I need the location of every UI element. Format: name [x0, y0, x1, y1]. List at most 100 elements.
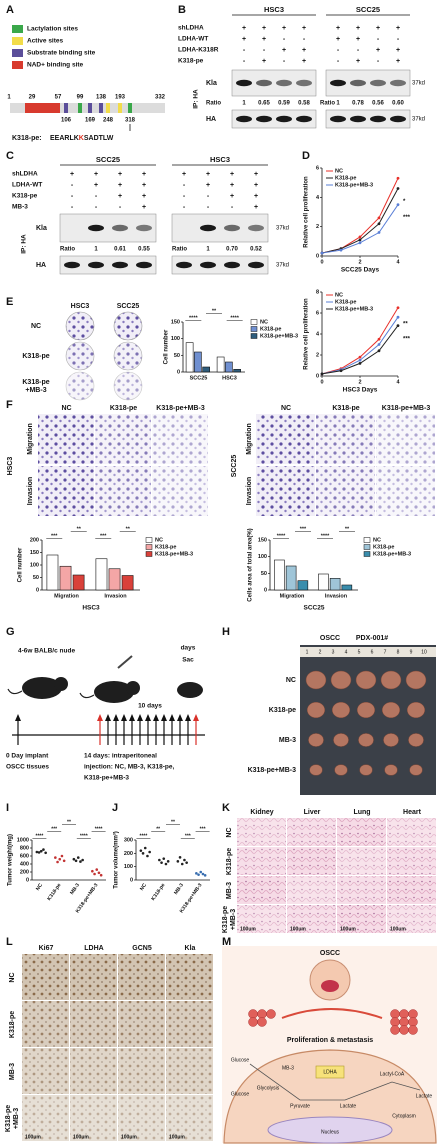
micrograph: [287, 847, 336, 875]
x-tick-label: NC: [139, 882, 148, 892]
tumor-cell: [408, 1009, 418, 1019]
sign: +: [356, 25, 360, 32]
row-label: +MB-3: [230, 909, 237, 930]
point: [160, 861, 163, 864]
micrograph: [166, 954, 213, 1000]
significance: **: [345, 526, 350, 532]
legend-swatch: [250, 319, 258, 325]
y-tick-label: 100: [171, 336, 180, 342]
tumor: [330, 670, 352, 690]
axis-title: Relative cell proliferation: [304, 298, 310, 370]
tumor-cell: [399, 1017, 409, 1027]
diagram-label: Proliferation & metastasis: [287, 1037, 373, 1044]
cell-membrane: [223, 1049, 437, 1144]
band: [276, 79, 292, 87]
legend-label: K318-pe+MB-3: [260, 333, 298, 339]
band: [390, 79, 406, 87]
axis-title: SCC25: [304, 605, 325, 612]
diagram-label: Pyruvate: [290, 1103, 310, 1109]
column-header: Ki67: [39, 945, 54, 952]
tumor: [406, 701, 426, 719]
point: [358, 358, 362, 362]
point: [396, 306, 400, 310]
ruler-number: 10: [421, 649, 427, 655]
sign: +: [242, 25, 246, 32]
sign: -: [183, 182, 186, 189]
tumor: [308, 733, 324, 747]
diagram-label: Glucose: [231, 1057, 250, 1063]
ratio-value: 0.58: [298, 101, 310, 107]
micrograph: [256, 414, 315, 464]
peptide-part: K: [79, 135, 84, 142]
point: [377, 216, 381, 220]
legend-label: K318-pe+MB-3: [373, 551, 411, 557]
sign: -: [71, 204, 74, 211]
column-header: Liver: [304, 809, 321, 816]
y-tick-label: 300: [124, 837, 133, 843]
legend-label: K318-pe: [335, 175, 356, 181]
domain: [25, 103, 60, 113]
row-label: K318-pe: [222, 906, 229, 933]
point: [358, 238, 362, 242]
band: [224, 224, 240, 232]
row-label: LDHA-WT: [178, 36, 208, 43]
point: [396, 203, 400, 207]
tumor-cell: [399, 1009, 409, 1019]
column-header: GCN5: [132, 945, 152, 952]
sign: +: [282, 25, 286, 32]
site-number: 99: [77, 95, 84, 101]
micrograph: [118, 1001, 165, 1047]
point: [62, 859, 66, 863]
mouse-body: [94, 681, 134, 703]
group-header: SCC25: [356, 5, 380, 14]
tumor: [381, 701, 401, 719]
tumor-cell: [248, 1009, 258, 1019]
significance: ***: [185, 833, 191, 839]
ratio-value: 1: [336, 101, 340, 107]
micrograph: [387, 905, 436, 933]
panel-label: E: [6, 296, 13, 308]
label: 14 days: intraperitoneal: [84, 753, 157, 760]
micrograph: [22, 1001, 69, 1047]
sign: -: [207, 193, 210, 200]
micrograph: [376, 466, 435, 516]
sign: -: [71, 182, 74, 189]
scale-label: 100um: [73, 1134, 89, 1140]
point: [164, 862, 168, 866]
ruler-number: 2: [319, 649, 322, 655]
site: [128, 103, 132, 113]
dish: [65, 311, 95, 341]
band: [390, 115, 406, 123]
ratio-value: 1: [94, 247, 98, 253]
sign: +: [118, 171, 122, 178]
bar: [341, 584, 353, 591]
legend-swatch: [12, 25, 23, 33]
bar: [297, 580, 309, 591]
band: [176, 261, 192, 269]
scale-label: 100um: [25, 1134, 41, 1140]
significance: *: [403, 199, 406, 205]
point: [146, 854, 149, 858]
row-label: +MB-3: [25, 387, 46, 394]
micrograph: [256, 466, 315, 516]
point: [42, 848, 45, 851]
point: [377, 337, 381, 341]
diagram-label: Lactate: [340, 1103, 357, 1109]
legend-label: K318-pe+MB-3: [155, 551, 193, 557]
cell-label: SCC25: [231, 455, 238, 478]
row-label: K318-pe+MB-3: [248, 767, 297, 774]
label: K318-pe+MB-3: [84, 775, 129, 782]
y-tick-label: 0: [316, 253, 319, 259]
micrograph: [287, 876, 336, 904]
tumor-cell: [266, 1009, 276, 1019]
point: [44, 851, 47, 855]
axis-title: Tumor volume(mm³): [113, 831, 120, 889]
point: [97, 871, 101, 875]
assay-label: Invasion: [27, 477, 34, 505]
band: [224, 261, 240, 269]
blot: [325, 109, 411, 129]
sign: -: [283, 58, 286, 65]
y-tick-label: 0: [177, 369, 180, 375]
sign: +: [142, 171, 146, 178]
micrograph: [337, 847, 386, 875]
